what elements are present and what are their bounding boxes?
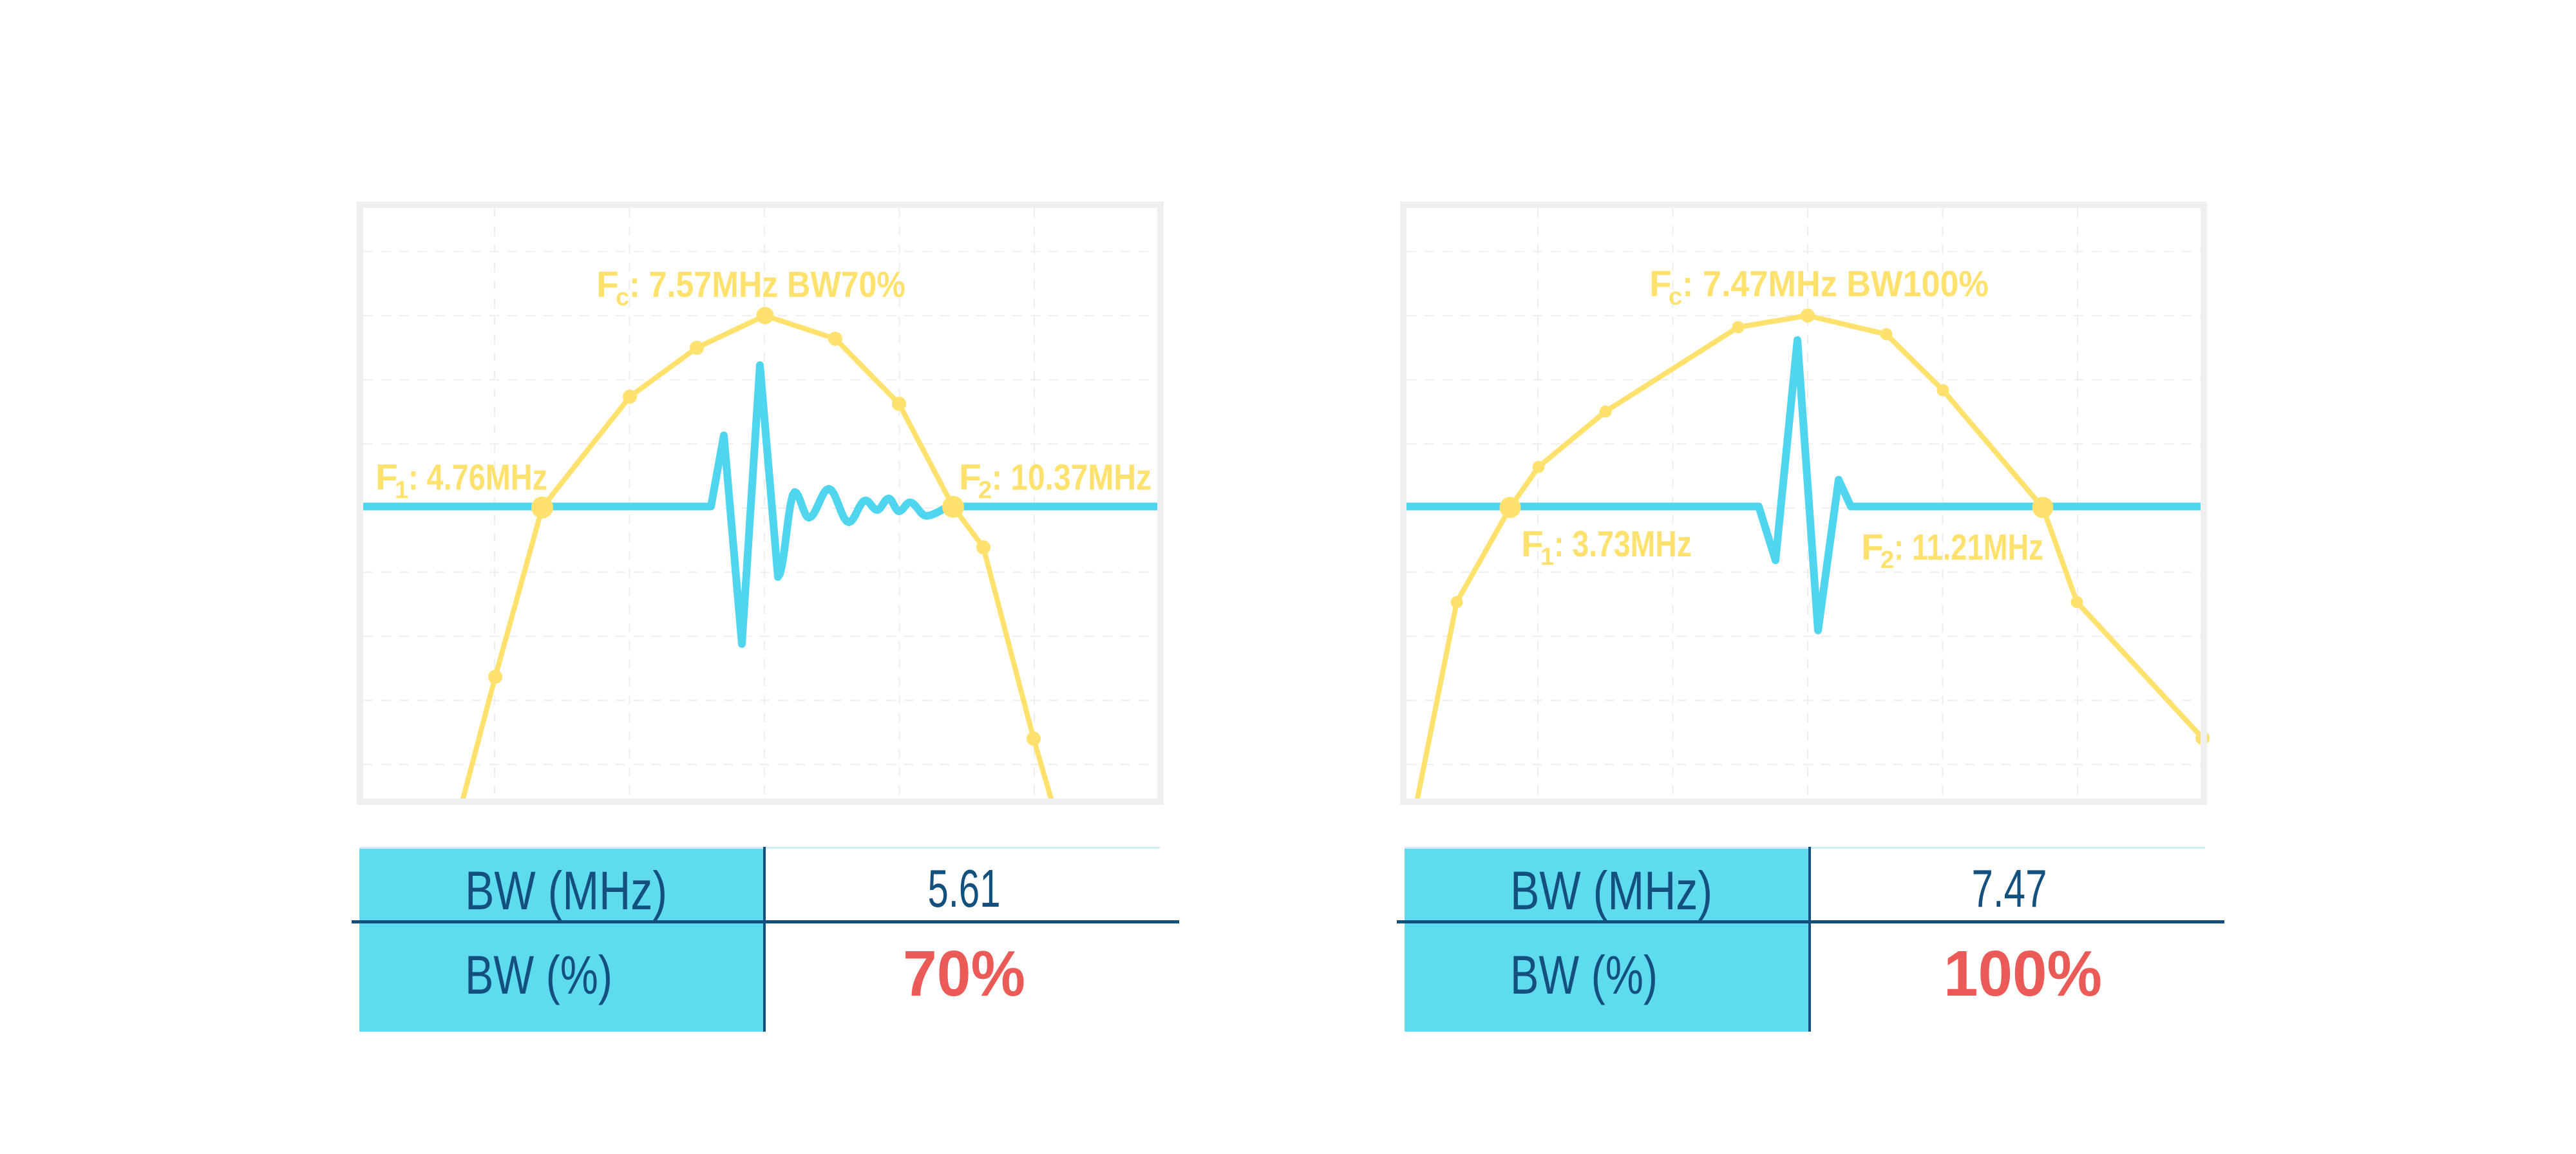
svg-text:: 10.37MHz: : 10.37MHz bbox=[992, 457, 1151, 498]
svg-text:BW (%): BW (%) bbox=[465, 945, 612, 1005]
svg-text:F: F bbox=[1861, 527, 1884, 568]
svg-text:1: 1 bbox=[1540, 544, 1554, 571]
svg-text:F: F bbox=[596, 264, 619, 305]
svg-text:1: 1 bbox=[395, 477, 408, 504]
svg-text:: 7.57MHz BW70%: : 7.57MHz BW70% bbox=[629, 264, 905, 305]
svg-text:100%: 100% bbox=[1944, 938, 2102, 1010]
svg-text:: 3.73MHz: : 3.73MHz bbox=[1554, 524, 1692, 565]
svg-text:F: F bbox=[1649, 263, 1672, 305]
svg-text:c: c bbox=[616, 284, 629, 311]
svg-text:2: 2 bbox=[978, 477, 992, 504]
svg-text:F: F bbox=[1521, 524, 1544, 565]
svg-text:BW (MHz): BW (MHz) bbox=[1510, 860, 1712, 921]
svg-text:5.61: 5.61 bbox=[928, 858, 1001, 918]
svg-text:: 4.76MHz: : 4.76MHz bbox=[408, 457, 547, 498]
svg-text:70%: 70% bbox=[903, 938, 1025, 1010]
svg-text:BW (MHz): BW (MHz) bbox=[465, 860, 667, 921]
svg-text:c: c bbox=[1669, 283, 1682, 310]
svg-text:BW (%): BW (%) bbox=[1510, 945, 1658, 1005]
svg-text:7.47: 7.47 bbox=[1972, 858, 2047, 918]
svg-text:F: F bbox=[959, 457, 981, 498]
svg-text:: 11.21MHz: : 11.21MHz bbox=[1894, 527, 2043, 568]
svg-text:F: F bbox=[375, 457, 398, 498]
svg-text:2: 2 bbox=[1880, 547, 1894, 574]
svg-text:: 7.47MHz BW100%: : 7.47MHz BW100% bbox=[1682, 263, 1989, 305]
